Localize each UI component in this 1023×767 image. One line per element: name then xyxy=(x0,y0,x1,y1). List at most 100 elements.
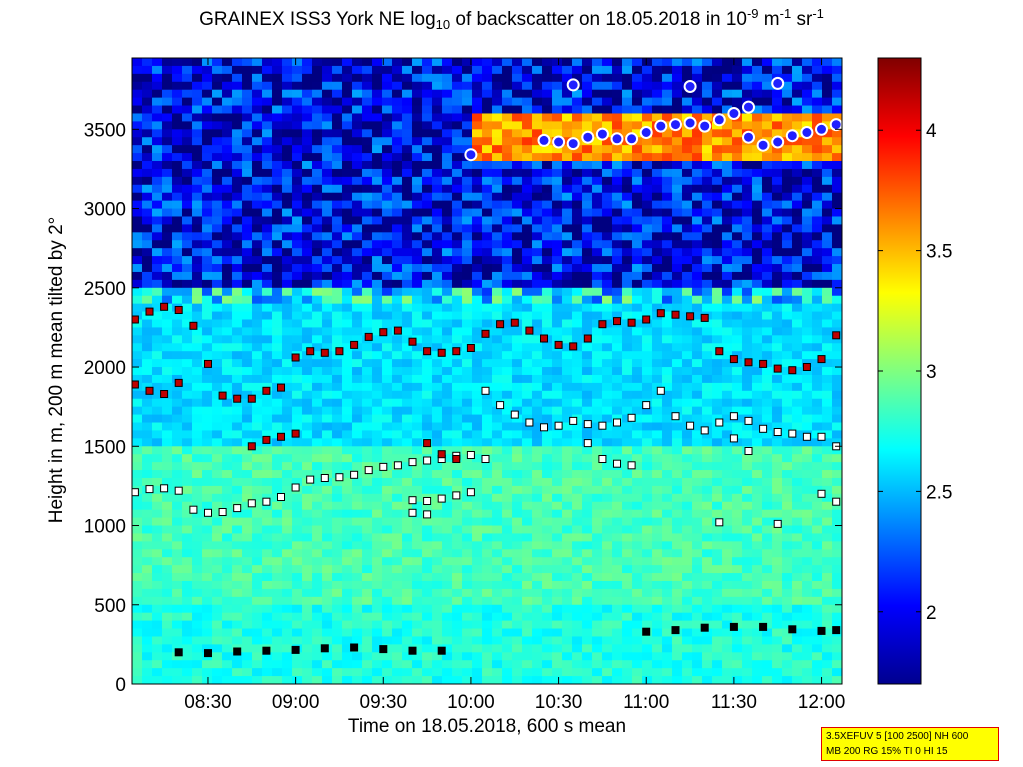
heat-cell xyxy=(242,644,253,653)
heat-cell xyxy=(262,343,273,352)
heat-cell xyxy=(252,161,263,170)
heat-cell xyxy=(372,430,383,439)
heat-cell xyxy=(252,517,263,527)
heat-cell xyxy=(322,367,333,376)
heat-cell xyxy=(482,501,493,511)
heat-cell xyxy=(612,454,623,463)
heat-cell xyxy=(522,541,533,550)
heat-cell xyxy=(362,470,373,479)
heat-cell xyxy=(432,390,443,400)
heat-cell xyxy=(212,644,223,653)
heat-cell xyxy=(132,327,143,336)
heat-cell xyxy=(422,137,433,146)
heat-cell xyxy=(412,232,423,241)
heat-cell xyxy=(672,604,683,614)
heat-cell xyxy=(562,279,573,289)
heat-cell xyxy=(552,612,563,622)
heat-cell xyxy=(752,216,763,225)
heat-cell xyxy=(712,430,723,439)
heat-cell xyxy=(432,406,443,416)
heat-cell xyxy=(162,65,173,75)
heat-cell xyxy=(652,485,663,495)
heat-cell xyxy=(752,557,763,566)
heat-cell xyxy=(232,113,243,122)
heat-cell xyxy=(602,390,613,400)
heat-cell xyxy=(362,113,373,122)
heat-cell xyxy=(502,240,513,249)
heat-cell xyxy=(632,335,643,344)
heat-cell xyxy=(552,271,563,281)
heat-cell xyxy=(442,644,453,653)
heat-cell xyxy=(432,414,443,424)
heat-cell xyxy=(362,271,373,281)
heat-cell xyxy=(722,493,733,503)
heat-cell xyxy=(612,485,623,495)
heat-cell xyxy=(522,129,533,138)
heat-cell xyxy=(272,287,283,297)
heat-cell xyxy=(432,121,443,130)
heat-cell xyxy=(202,493,213,503)
heat-cell xyxy=(632,216,643,225)
heat-cell xyxy=(142,652,153,661)
heat-cell xyxy=(642,248,653,257)
heat-cell xyxy=(132,81,143,91)
heat-cell xyxy=(152,398,163,408)
heat-cell xyxy=(252,311,263,321)
heat-cell xyxy=(462,422,473,432)
heat-cell xyxy=(322,533,333,542)
heat-cell xyxy=(292,89,303,99)
heat-cell xyxy=(562,200,573,210)
heat-cell xyxy=(362,525,373,535)
heat-cell xyxy=(502,604,513,614)
heat-cell xyxy=(522,319,533,329)
heat-cell xyxy=(352,248,363,257)
heat-cell xyxy=(562,351,573,360)
heat-cell xyxy=(222,565,233,574)
heat-cell xyxy=(472,477,483,487)
heat-cell xyxy=(702,89,713,99)
heat-cell xyxy=(642,145,653,154)
heat-cell xyxy=(152,438,163,447)
heat-cell xyxy=(162,224,173,233)
heat-cell xyxy=(152,477,163,487)
heat-cell xyxy=(222,509,233,519)
heat-cell xyxy=(412,335,423,344)
heat-cell xyxy=(192,588,203,598)
heat-cell xyxy=(582,58,593,67)
heat-cell xyxy=(712,660,723,669)
heat-cell xyxy=(742,493,753,503)
heat-cell xyxy=(532,367,543,376)
heat-cell xyxy=(332,446,343,455)
heat-cell xyxy=(472,343,483,352)
heat-cell xyxy=(752,343,763,352)
heat-cell xyxy=(432,462,443,471)
heat-cell xyxy=(172,256,183,265)
heat-cell xyxy=(742,145,753,154)
heat-cell xyxy=(462,168,473,178)
heat-cell xyxy=(572,271,583,281)
heat-cell xyxy=(572,406,583,416)
heat-cell xyxy=(702,588,713,598)
heat-cell xyxy=(522,557,533,566)
heat-cell xyxy=(672,351,683,360)
heat-cell xyxy=(262,295,273,305)
heat-cell xyxy=(542,319,553,329)
heat-cell xyxy=(632,398,643,408)
heat-cell xyxy=(302,311,313,321)
heat-cell xyxy=(602,232,613,241)
heat-cell xyxy=(382,343,393,352)
heat-cell xyxy=(342,145,353,154)
heat-cell xyxy=(572,216,583,225)
heat-cell xyxy=(182,311,193,321)
heat-cell xyxy=(622,232,633,241)
heat-cell xyxy=(702,184,713,194)
heat-cell xyxy=(432,549,443,558)
heat-cell xyxy=(202,580,213,590)
heat-cell xyxy=(562,359,573,368)
heat-cell xyxy=(542,652,553,661)
heat-cell xyxy=(192,462,203,471)
heat-cell xyxy=(262,319,273,329)
heat-cell xyxy=(392,382,403,392)
heat-cell xyxy=(592,216,603,225)
heat-cell xyxy=(702,636,713,645)
